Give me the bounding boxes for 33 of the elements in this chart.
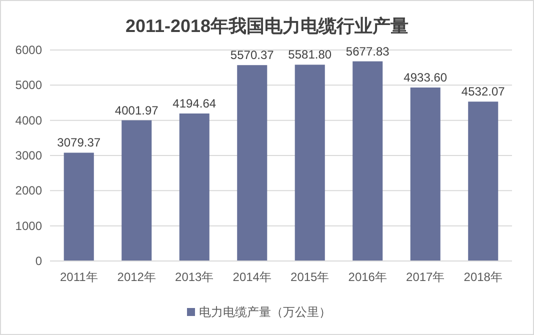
chart-title: 2011-2018年我国电力电缆行业产量: [125, 16, 409, 36]
bar: [410, 88, 440, 261]
data-label: 3079.37: [57, 136, 101, 150]
data-label: 4532.07: [461, 84, 506, 99]
x-tick-label: 2012年: [117, 270, 156, 284]
x-tick-label: 2013年: [175, 270, 214, 284]
y-tick-label: 6000: [15, 43, 42, 57]
y-tick-label: 1000: [15, 218, 42, 233]
data-label: 5581.80: [288, 48, 332, 62]
x-tick-label: 2018年: [464, 270, 502, 284]
bar: [468, 102, 498, 261]
bar: [294, 64, 325, 261]
data-label: 4194.64: [172, 96, 216, 110]
data-label: 5677.83: [346, 44, 390, 58]
y-tick-label: 2000: [15, 184, 42, 198]
y-tick-label: 4000: [15, 113, 42, 128]
x-tick-label: 2015年: [290, 270, 330, 284]
data-label: 5570.37: [230, 48, 274, 62]
bar: [179, 113, 210, 261]
data-label: 4933.60: [404, 70, 448, 84]
x-tick-label: 2017年: [406, 270, 445, 284]
x-tick-label: 2011年: [60, 270, 98, 284]
bar: [352, 61, 383, 261]
x-tick-label: 2014年: [232, 270, 272, 284]
legend-label: 电力电缆产量（万公里）: [199, 305, 331, 319]
bar: [122, 120, 152, 261]
x-tick-label: 2016年: [348, 270, 387, 284]
data-label: 4001.97: [114, 103, 159, 118]
bar: [237, 65, 268, 261]
y-tick-label: 0: [35, 254, 42, 268]
y-tick-label: 3000: [15, 148, 42, 162]
y-tick-label: 5000: [15, 78, 42, 92]
bar: [64, 152, 94, 261]
